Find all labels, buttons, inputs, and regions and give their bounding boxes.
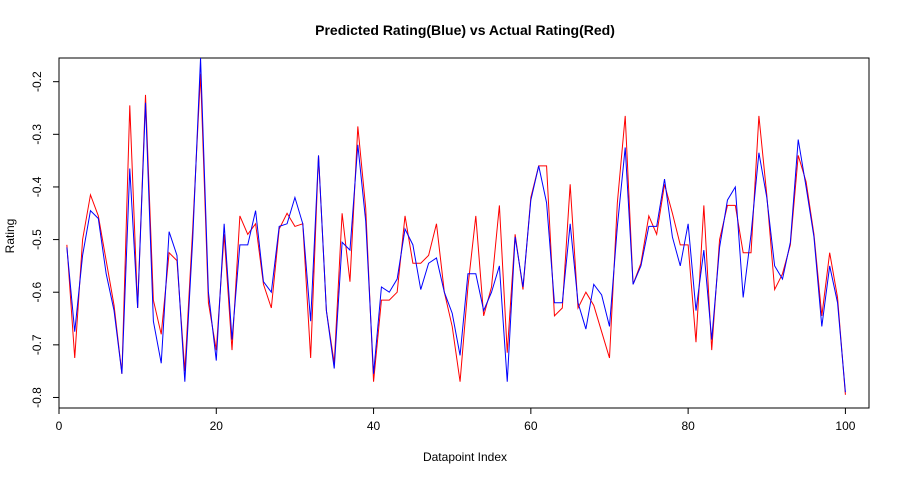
x-tick-label: 60 bbox=[524, 419, 538, 433]
x-tick-label: 40 bbox=[367, 419, 381, 433]
chart-title: Predicted Rating(Blue) vs Actual Rating(… bbox=[315, 22, 615, 38]
predicted-rating-line bbox=[66, 58, 846, 393]
series-layer bbox=[66, 58, 846, 395]
y-tick-label: -0.5 bbox=[30, 229, 44, 250]
y-tick-label: -0.4 bbox=[30, 176, 44, 197]
y-tick-label: -0.7 bbox=[30, 334, 44, 355]
plot-frame bbox=[58, 57, 870, 409]
y-tick-label: -0.6 bbox=[30, 282, 44, 303]
y-tick-label: -0.8 bbox=[30, 387, 44, 408]
x-axis: 0 20 40 60 80 100 bbox=[56, 407, 856, 433]
y-axis: -0.8 -0.7 -0.6 -0.5 -0.4 -0.3 -0.2 bbox=[30, 71, 60, 408]
actual-rating-line bbox=[66, 73, 846, 395]
y-tick-label: -0.2 bbox=[30, 71, 44, 92]
y-tick-label: -0.3 bbox=[30, 124, 44, 145]
y-axis-label: Rating bbox=[3, 219, 17, 254]
x-axis-label: Datapoint Index bbox=[423, 450, 507, 464]
x-tick-label: 80 bbox=[681, 419, 695, 433]
x-tick-label: 100 bbox=[835, 419, 855, 433]
x-tick-label: 20 bbox=[210, 419, 224, 433]
x-tick-label: 0 bbox=[56, 419, 63, 433]
